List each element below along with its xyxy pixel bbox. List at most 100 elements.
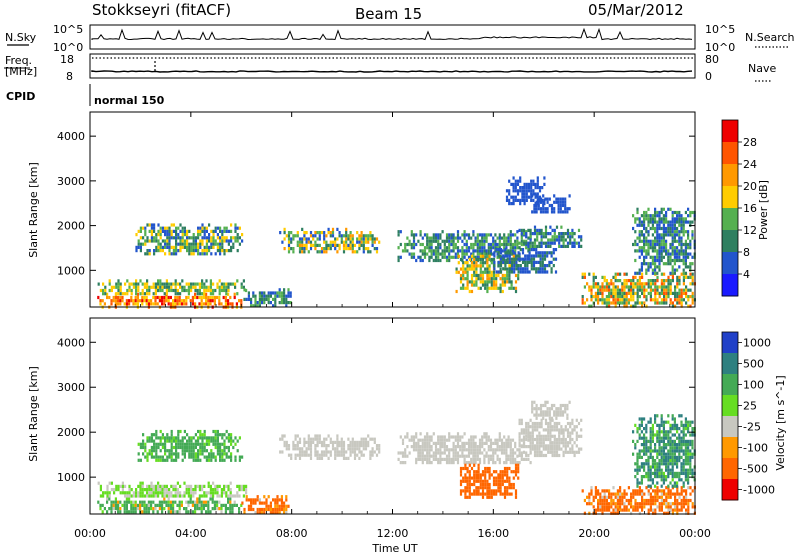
- data-cell: [484, 486, 487, 490]
- data-cell: [99, 484, 102, 488]
- data-cell: [287, 237, 291, 241]
- data-cell: [654, 471, 657, 475]
- data-cell: [623, 495, 626, 499]
- data-cell: [421, 451, 424, 455]
- data-cell: [232, 245, 235, 249]
- data-cell: [247, 291, 250, 295]
- data-cell: [481, 264, 485, 268]
- data-cell: [371, 234, 374, 238]
- data-cell: [632, 439, 635, 443]
- data-cell: [412, 255, 416, 259]
- data-cell: [110, 288, 113, 293]
- data-cell: [643, 239, 646, 243]
- data-cell: [662, 420, 665, 424]
- data-cell: [181, 226, 184, 230]
- data-cell: [489, 441, 493, 445]
- data-cell: [371, 447, 374, 451]
- data-cell: [159, 439, 162, 443]
- data-cell: [356, 447, 359, 451]
- data-cell: [682, 258, 685, 263]
- data-cell: [406, 454, 409, 458]
- data-cell: [163, 507, 166, 511]
- data-cell: [190, 285, 193, 289]
- data-cell: [367, 240, 370, 244]
- data-cell: [645, 282, 648, 286]
- data-cell: [590, 298, 593, 302]
- data-cell: [164, 436, 167, 440]
- data-cell: [155, 455, 158, 459]
- data-cell: [680, 295, 683, 299]
- data-cell: [223, 282, 226, 286]
- data-cell: [636, 223, 639, 227]
- data-cell: [559, 197, 562, 201]
- data-cell: [636, 236, 639, 240]
- data-cell: [636, 217, 639, 221]
- data-cell: [640, 230, 643, 234]
- data-cell: [680, 230, 683, 234]
- data-cell: [682, 252, 685, 256]
- data-cell: [669, 443, 672, 447]
- data-cell: [663, 272, 666, 276]
- data-cell: [141, 481, 144, 485]
- data-cell: [669, 291, 672, 295]
- data-cell: [612, 291, 615, 295]
- data-cell: [486, 482, 489, 487]
- data-cell: [649, 242, 652, 247]
- data-cell: [464, 476, 467, 480]
- data-cell: [462, 479, 465, 483]
- data-cell: [234, 229, 237, 233]
- data-cell: [199, 245, 202, 249]
- data-cell: [632, 291, 635, 295]
- data-cell: [283, 504, 286, 508]
- data-cell: [441, 249, 444, 253]
- data-cell: [678, 279, 681, 283]
- data-cell: [325, 243, 328, 247]
- data-cell: [562, 441, 565, 445]
- data-cell: [448, 239, 451, 243]
- data-cell: [464, 277, 467, 281]
- data-cell: [510, 264, 514, 268]
- data-cell: [164, 458, 167, 462]
- data-cell: [671, 217, 674, 221]
- data-cell: [510, 470, 513, 474]
- data-cell: [535, 413, 538, 417]
- data-cell: [463, 252, 466, 256]
- data-cell: [559, 207, 562, 211]
- data-cell: [506, 277, 509, 281]
- data-cell: [467, 255, 471, 259]
- data-cell: [643, 505, 646, 509]
- data-cell: [254, 297, 257, 301]
- data-cell: [667, 475, 670, 479]
- data-cell: [678, 282, 681, 286]
- data-cell: [581, 295, 584, 299]
- data-cell: [667, 484, 670, 488]
- data-cell: [548, 203, 551, 208]
- data-cell: [468, 489, 471, 493]
- data-cell: [616, 508, 619, 512]
- data-cell: [214, 429, 217, 434]
- data-cell: [537, 413, 540, 417]
- data-cell: [640, 252, 643, 256]
- data-cell: [616, 498, 619, 503]
- data-cell: [505, 461, 508, 465]
- data-cell: [314, 444, 317, 448]
- data-cell: [673, 268, 676, 272]
- data-cell: [466, 489, 469, 493]
- data-cell: [640, 465, 643, 469]
- data-cell: [263, 495, 266, 499]
- data-cell: [168, 285, 171, 289]
- data-cell: [558, 444, 561, 448]
- data-cell: [209, 282, 212, 286]
- data-cell: [211, 500, 214, 504]
- data-cell: [481, 441, 484, 445]
- data-cell: [481, 486, 485, 490]
- data-cell: [649, 417, 652, 421]
- data-cell: [279, 231, 282, 235]
- data-cell: [510, 257, 514, 261]
- data-cell: [481, 451, 484, 455]
- data-cell: [367, 234, 370, 238]
- data-cell: [223, 433, 226, 437]
- data-cell: [468, 479, 471, 483]
- data-cell: [669, 489, 672, 493]
- data-cell: [110, 299, 113, 303]
